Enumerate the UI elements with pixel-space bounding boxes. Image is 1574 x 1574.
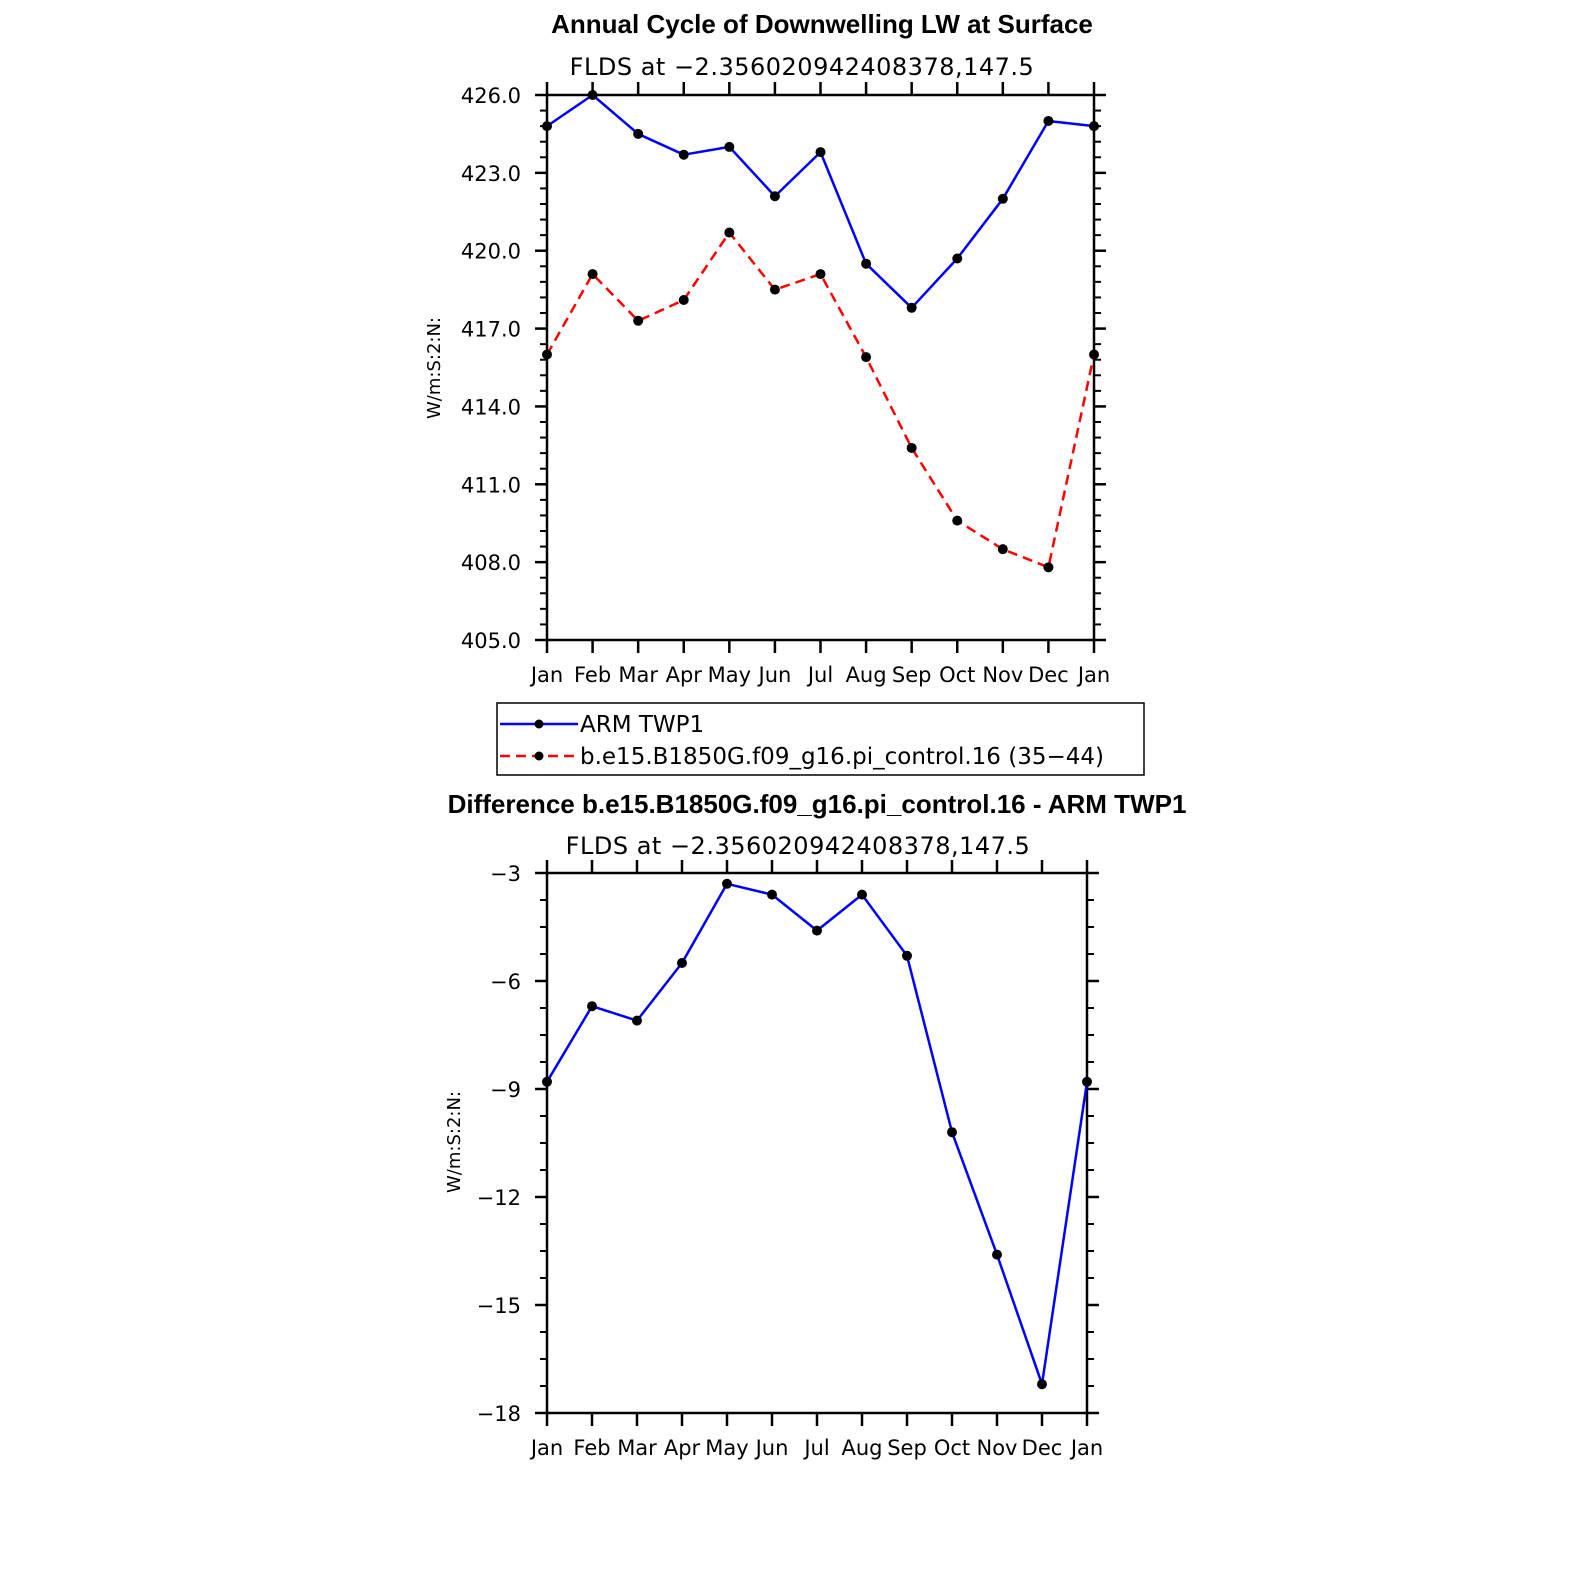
top-x-tick-label: Feb xyxy=(574,663,611,687)
top-series-0-point xyxy=(769,191,780,202)
top-series-1-point xyxy=(906,442,917,453)
bottom-x-tick-label: Mar xyxy=(617,1436,657,1460)
bottom-chart-title: Difference b.e15.B1850G.f09_g16.pi_contr… xyxy=(448,789,1187,819)
top-y-tick-label: 408.0 xyxy=(461,551,521,575)
bottom-series-0-point xyxy=(722,878,732,889)
top-series-0-point xyxy=(542,121,552,132)
bottom-x-tick-label: Jun xyxy=(754,1436,789,1460)
top-series-0-point xyxy=(997,193,1008,204)
top-y-axis-label: W/m:S:2:N: xyxy=(424,317,445,419)
bottom-plot-area: Jan Feb Mar Apr May Jun Jul Aug Sep Oct Nov Dec Jan−… xyxy=(477,860,1103,1460)
top-series-0-point xyxy=(1043,115,1054,126)
bottom-series-0-point xyxy=(632,1015,642,1026)
top-y-tick-label: 423.0 xyxy=(461,162,521,186)
bottom-series-0-point xyxy=(767,889,777,900)
bottom-series-0-point xyxy=(902,950,912,961)
top-x-tick-label: Aug xyxy=(846,663,887,687)
top-series-1-point xyxy=(997,544,1008,555)
top-y-tick-label: 417.0 xyxy=(461,318,521,342)
top-y-tick-label: 411.0 xyxy=(461,473,521,497)
bottom-series-0-point xyxy=(677,958,687,968)
bottom-y-tick-label: −6 xyxy=(490,970,521,994)
bottom-x-tick-label: Aug xyxy=(841,1436,882,1460)
legend: ARM TWP1 b.e15.B1850G.f09_g16.pi_control… xyxy=(496,702,1145,776)
bottom-x-tick-label: Jan xyxy=(1069,1436,1103,1460)
bottom-series-0-point xyxy=(947,1127,957,1138)
top-y-tick-label: 426.0 xyxy=(461,84,521,108)
bottom-x-tick-label: Jul xyxy=(802,1436,829,1460)
top-series-1-point xyxy=(678,295,689,306)
bottom-series-0-point xyxy=(857,889,867,900)
top-series-0-point xyxy=(952,253,963,264)
bottom-series-0-point xyxy=(542,1076,552,1087)
top-series-1-point xyxy=(815,269,826,280)
bottom-series-0-point xyxy=(812,925,822,936)
top-x-tick-label: Jan xyxy=(529,663,563,687)
bottom-y-tick-label: −9 xyxy=(490,1078,521,1102)
top-series-0-point xyxy=(633,128,644,139)
bottom-y-tick-label: −12 xyxy=(477,1186,521,1210)
top-series-0-point xyxy=(587,90,598,100)
bottom-x-tick-label: Feb xyxy=(573,1436,610,1460)
bottom-x-tick-label: Apr xyxy=(664,1436,701,1460)
legend-marker-arm-twp1 xyxy=(534,719,544,729)
top-series-0-point xyxy=(678,149,689,160)
bottom-y-tick-label: −18 xyxy=(477,1402,521,1426)
top-series-1-point xyxy=(1043,562,1054,573)
top-x-tick-label: May xyxy=(708,663,751,687)
top-x-tick-label: Oct xyxy=(939,663,975,687)
top-y-tick-label: 414.0 xyxy=(461,395,521,419)
bottom-series-0-point xyxy=(992,1249,1002,1260)
top-series-1-point xyxy=(769,284,780,295)
bottom-series-line-0 xyxy=(545,882,1089,1386)
top-series-0-point xyxy=(724,141,735,152)
bottom-x-tick-label: May xyxy=(705,1436,748,1460)
legend-marker-model xyxy=(534,751,544,761)
bottom-y-axis-label: W/m:S:2:N: xyxy=(444,1091,465,1193)
bottom-x-tick-label: Jan xyxy=(529,1436,563,1460)
legend-label-model: b.e15.B1850G.f09_g16.pi_control.16 (35−4… xyxy=(580,744,1104,770)
bottom-plot-frame xyxy=(545,871,1089,1415)
legend-label-arm-twp1: ARM TWP1 xyxy=(580,712,704,738)
top-series-1-point xyxy=(587,269,598,280)
top-x-tick-label: Dec xyxy=(1028,663,1069,687)
bottom-chart-subtitle: FLDS at −2.356020942408378,147.5 xyxy=(566,832,1031,860)
top-y-tick-label: 405.0 xyxy=(461,629,521,653)
bottom-x-tick-label: Nov xyxy=(977,1436,1018,1460)
top-series-0-point xyxy=(861,258,872,269)
bottom-series-0-point xyxy=(1037,1379,1047,1390)
top-y-tick-label: 420.0 xyxy=(461,240,521,264)
top-x-tick-label: Apr xyxy=(666,663,703,687)
top-series-line-1 xyxy=(545,231,1096,569)
top-series-0-point xyxy=(815,147,826,158)
bottom-y-tick-label: −15 xyxy=(477,1294,521,1318)
bottom-y-tick-label: −3 xyxy=(490,862,521,886)
legend-box xyxy=(496,702,1145,776)
top-series-1-point xyxy=(633,315,644,326)
bottom-x-tick-label: Oct xyxy=(934,1436,970,1460)
top-x-tick-label: Jul xyxy=(806,663,833,687)
top-x-tick-label: Jan xyxy=(1076,663,1110,687)
top-x-tick-label: Jun xyxy=(757,663,792,687)
top-x-tick-label: Nov xyxy=(982,663,1023,687)
bottom-x-tick-label: Dec xyxy=(1022,1436,1063,1460)
top-series-0-point xyxy=(906,302,917,313)
top-x-tick-label: Sep xyxy=(892,663,932,687)
bottom-x-tick-label: Sep xyxy=(887,1436,927,1460)
top-chart-subtitle: FLDS at −2.356020942408378,147.5 xyxy=(570,53,1035,81)
top-series-1-point xyxy=(952,515,963,526)
top-series-1-point xyxy=(1089,349,1099,360)
top-series-0-point xyxy=(1089,121,1099,132)
top-series-1-point xyxy=(724,227,735,238)
bottom-series-0-point xyxy=(1082,1076,1092,1087)
top-series-1-point xyxy=(861,352,872,363)
top-series-1-point xyxy=(542,349,552,360)
top-chart-title: Annual Cycle of Downwelling LW at Surfac… xyxy=(551,9,1093,39)
top-plot-frame xyxy=(545,93,1096,642)
top-x-tick-label: Mar xyxy=(618,663,658,687)
top-plot-area: Jan Feb Mar Apr May Jun Jul Aug Sep Oct Nov Dec Jan 4… xyxy=(461,82,1110,687)
bottom-series-0-point xyxy=(587,1001,597,1012)
